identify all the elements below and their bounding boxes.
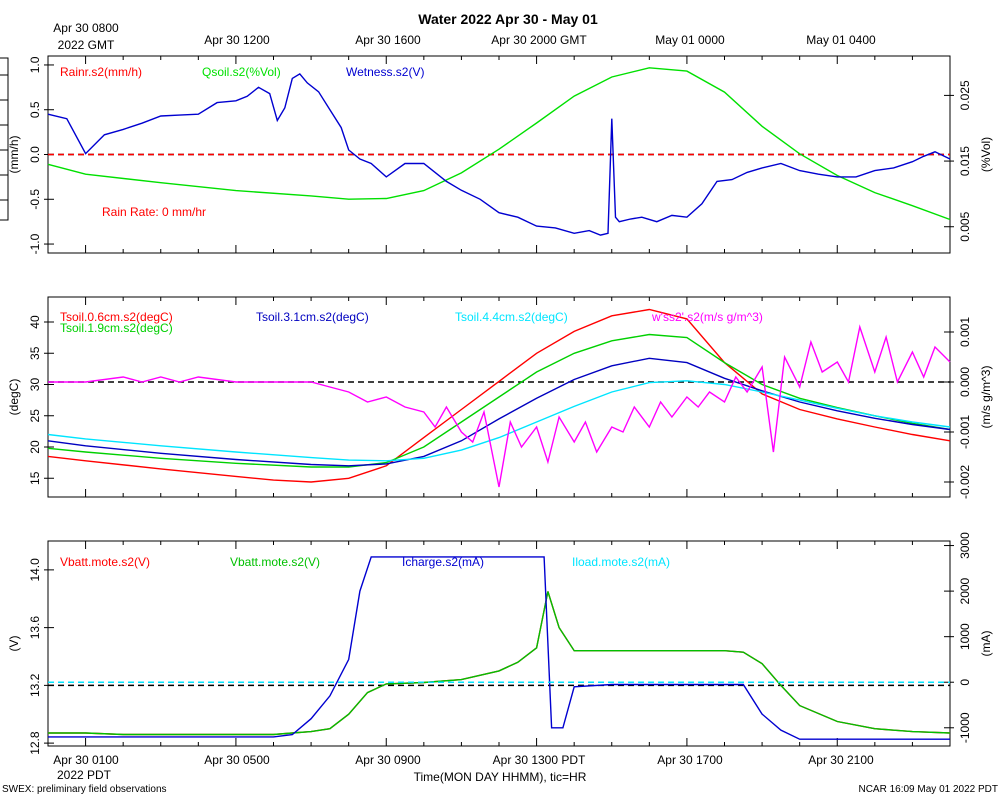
legend-entry: Iload.mote.s2(mA) — [572, 555, 670, 569]
plot-frame — [47, 540, 951, 747]
left-axis-title: (V) — [7, 636, 21, 652]
rain-rate-annotation: Rain Rate: 0 mm/hr — [102, 205, 206, 219]
legend-entry: Vbatt.mote.s2(V) — [230, 555, 320, 569]
top-axis-label: Apr 30 1600 — [355, 33, 421, 47]
left-y-tick-label: 35 — [28, 346, 42, 360]
right-y-tick-label: -0.001 — [958, 415, 972, 449]
series-line-4 — [48, 324, 951, 488]
panel-rain-soil-moisture: -1.0 -0.5 0.0 0.5 1.0 0.005 0.015 0.025 (mm/h) (%… — [7, 55, 993, 254]
top-axis-sublabel: 2022 GMT — [58, 38, 115, 52]
series-line-3 — [47, 380, 951, 462]
legend-entry: Tsoil.4.4cm.s2(degC) — [455, 310, 568, 324]
bottom-axis-label: Apr 30 0100 — [53, 753, 119, 767]
left-y-tick-label: -0.5 — [28, 189, 42, 210]
left-y-tick-label: 1.0 — [28, 56, 42, 73]
bottom-axis-label: Apr 30 1300 PDT — [493, 753, 586, 767]
right-y-tick-label: 0.015 — [958, 146, 972, 176]
series-line-0 — [47, 308, 951, 483]
legend-entry: w'ss2'.s2(m/s g/m^3) — [651, 310, 763, 324]
legend-entry: Tsoil.1.9cm.s2(degC) — [60, 321, 173, 335]
legend-entry: Wetness.s2(V) — [346, 65, 424, 79]
top-axis-label: May 01 0000 — [655, 33, 725, 47]
left-y-tick-label: 14.0 — [28, 558, 42, 582]
legend-entry: Qsoil.s2(%Vol) — [202, 65, 281, 79]
bottom-axis-sublabel: 2022 PDT — [57, 768, 112, 782]
right-y-tick-label: -1000 — [958, 712, 972, 743]
right-y-tick-label: 1000 — [958, 623, 972, 650]
left-axis-title: (degC) — [7, 379, 21, 416]
left-y-tick-label: 12.8 — [28, 731, 42, 755]
top-axis-label: May 01 0400 — [806, 33, 876, 47]
bottom-axis-label: Apr 30 0500 — [204, 753, 270, 767]
right-y-tick-label: 0.025 — [958, 80, 972, 110]
panel-soil-temperature-flux: 15 20 25 30 35 40 -0.002 -0.001 0.000 0.001 (degC)… — [7, 296, 993, 499]
series-line-2 — [47, 357, 951, 467]
left-y-tick-label: 13.6 — [28, 616, 42, 640]
right-axis-title: (m/s g/m^3) — [979, 366, 993, 429]
left-y-tick-label: 25 — [28, 409, 42, 423]
right-y-tick-label: 0.001 — [958, 317, 972, 347]
left-y-tick-label: 0.0 — [28, 146, 42, 163]
series-line-1 — [48, 591, 951, 736]
clipped-legend-box — [0, 57, 9, 221]
right-y-tick-label: -0.002 — [958, 465, 972, 499]
left-y-tick-label: 40 — [28, 315, 42, 329]
right-axis-title: (%Vol) — [979, 137, 993, 172]
top-axis-label: Apr 30 2000 GMT — [491, 33, 587, 47]
chart-title: Water 2022 Apr 30 - May 01 — [418, 11, 598, 27]
left-y-tick-label: 13.2 — [28, 673, 42, 697]
left-axis-title: (mm/h) — [7, 136, 21, 174]
right-axis-title: (mA) — [979, 631, 993, 657]
series-line-0 — [48, 591, 951, 736]
top-axis-label: Apr 30 1200 — [204, 33, 270, 47]
right-y-tick-label: 2000 — [958, 577, 972, 604]
legend-entry: Tsoil.3.1cm.s2(degC) — [256, 310, 369, 324]
left-y-tick-label: -1.0 — [28, 233, 42, 254]
right-y-tick-label: 0.000 — [958, 367, 972, 397]
left-y-tick-label: 20 — [28, 440, 42, 454]
x-axis-label: Time(MON DAY HHMM), tic=HR — [414, 770, 587, 784]
right-y-tick-label: 3000 — [958, 532, 972, 559]
bottom-axis-label: Apr 30 2100 — [808, 753, 874, 767]
series-line-1 — [47, 333, 951, 468]
legend-entry: Vbatt.mote.s2(V) — [60, 555, 150, 569]
left-y-tick-label: 15 — [28, 471, 42, 485]
legend-entry: Icharge.s2(mA) — [402, 555, 484, 569]
legend-entry: Tsoil.0.6cm.s2(degC) — [60, 310, 173, 324]
series-line-1 — [47, 67, 951, 221]
left-y-tick-label: 0.5 — [28, 101, 42, 118]
footer-timestamp: NCAR 16:09 May 01 2022 PDT — [858, 784, 998, 795]
bottom-axis-label: Apr 30 1700 — [657, 753, 723, 767]
right-y-tick-label: 0.005 — [958, 211, 972, 241]
series-line-2 — [47, 72, 951, 236]
legend-entry: Rainr.s2(mm/h) — [60, 65, 142, 79]
left-y-tick-label: 30 — [28, 378, 42, 392]
series-line-2 — [48, 556, 950, 740]
bottom-axis-label: Apr 30 0900 — [355, 753, 421, 767]
footer-note: SWEX: preliminary field observations — [2, 784, 167, 795]
top-axis-label: Apr 30 0800 — [53, 21, 119, 35]
right-y-tick-label: 0 — [958, 679, 972, 686]
panel-battery-charge: 12.8 13.2 13.6 14.0 -1000 0 1000 2000 3000 (V) (mA… — [7, 532, 993, 755]
